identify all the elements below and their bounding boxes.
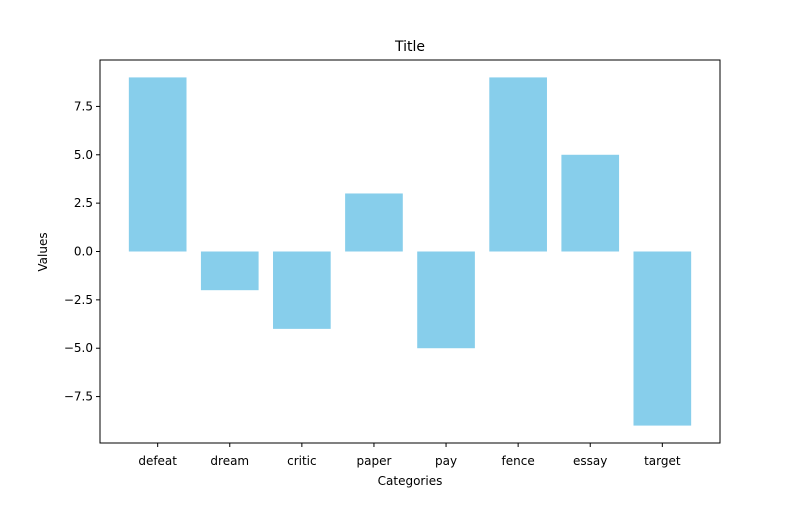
- y-ticks: −7.5 −5.0 −2.5 0.0 2.5 5.0 7.5: [64, 99, 100, 404]
- x-tick-label: dream: [210, 454, 249, 468]
- bar-paper: [345, 193, 403, 252]
- x-axis-label: Categories: [378, 474, 443, 488]
- y-tick-label: 2.5: [74, 196, 93, 210]
- y-tick-label: −2.5: [64, 293, 93, 307]
- bar-fence: [489, 77, 547, 252]
- bar-defeat: [128, 77, 187, 252]
- plot-frame: [99, 59, 721, 444]
- x-tick-label: paper: [357, 454, 392, 468]
- y-axis-label: Values: [36, 232, 50, 271]
- bar-essay: [561, 154, 620, 252]
- bars-layer: [128, 77, 692, 426]
- y-tick-label: −5.0: [64, 341, 93, 355]
- x-tick-label: defeat: [138, 454, 177, 468]
- bar-target: [633, 251, 692, 426]
- x-tick-label: essay: [573, 454, 607, 468]
- x-tick-label: pay: [435, 454, 457, 468]
- y-tick-label: 0.0: [74, 245, 93, 259]
- x-ticks: defeat dream critic paper pay fence essay targe…: [138, 443, 681, 468]
- bar-critic: [273, 251, 331, 329]
- chart-title: Title: [394, 39, 425, 55]
- plot-area: [100, 60, 720, 443]
- x-tick-label: critic: [287, 454, 317, 468]
- y-tick-label: 7.5: [74, 99, 93, 113]
- x-tick-label: fence: [502, 454, 535, 468]
- y-tick-label: 5.0: [74, 148, 93, 162]
- y-tick-label: −7.5: [64, 390, 93, 404]
- bar-dream: [200, 251, 259, 291]
- x-tick-label: target: [644, 454, 681, 468]
- bar-pay: [417, 251, 475, 349]
